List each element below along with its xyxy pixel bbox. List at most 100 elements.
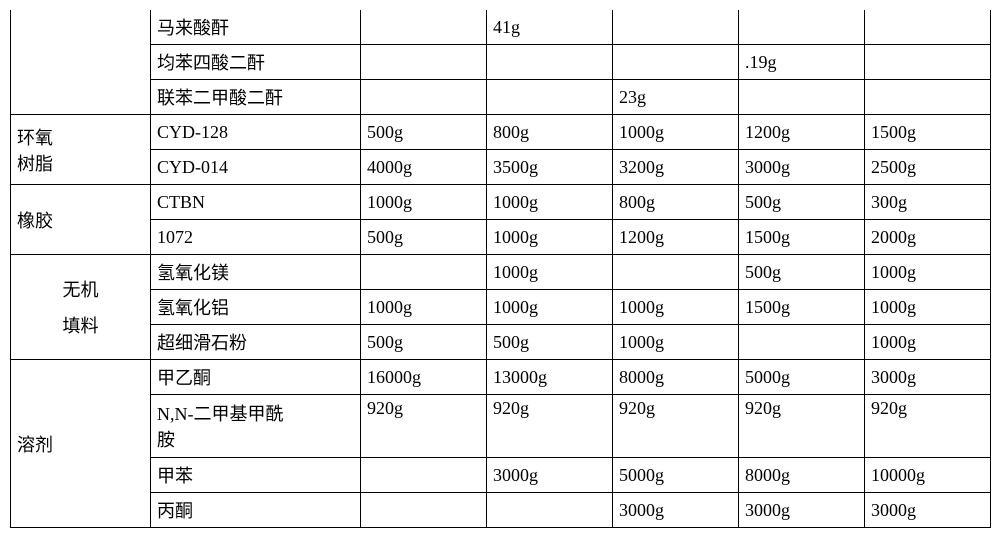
table-row: 1072 500g 1000g 1200g 1500g 2000g [11, 220, 991, 255]
value-cell: 500g [361, 115, 487, 150]
value-cell [361, 80, 487, 115]
value-cell: 3200g [613, 150, 739, 185]
material-name: 甲苯 [151, 458, 361, 493]
material-name: CYD-014 [151, 150, 361, 185]
value-cell: 500g [487, 325, 613, 360]
value-cell [361, 255, 487, 290]
value-cell: 1500g [739, 220, 865, 255]
value-cell: 500g [739, 255, 865, 290]
category-cell [11, 10, 151, 45]
table-row: 均苯四酸二酐 .19g [11, 45, 991, 80]
category-filler: 无机 填料 [11, 255, 151, 360]
value-cell [613, 255, 739, 290]
material-name: 甲乙酮 [151, 360, 361, 395]
value-cell [361, 10, 487, 45]
value-cell: 1000g [865, 290, 991, 325]
value-cell: 1000g [487, 255, 613, 290]
material-name: 1072 [151, 220, 361, 255]
value-cell: 16000g [361, 360, 487, 395]
value-cell: 2000g [865, 220, 991, 255]
filler-label-1: 无机 [17, 276, 144, 302]
value-cell [613, 10, 739, 45]
value-cell: 1200g [613, 220, 739, 255]
value-cell: 500g [361, 325, 487, 360]
category-rubber: 橡胶 [11, 185, 151, 255]
value-cell: 3000g [487, 458, 613, 493]
value-cell: 3500g [487, 150, 613, 185]
value-cell: 920g [865, 395, 991, 458]
value-cell: 8000g [739, 458, 865, 493]
material-name: CYD-128 [151, 115, 361, 150]
value-cell: 1200g [739, 115, 865, 150]
value-cell: 1000g [865, 325, 991, 360]
value-cell: 41g [487, 10, 613, 45]
material-name: 联苯二甲酸二酐 [151, 80, 361, 115]
value-cell: 800g [613, 185, 739, 220]
material-name: 丙酮 [151, 493, 361, 528]
value-cell: 3000g [739, 493, 865, 528]
value-cell [613, 45, 739, 80]
materials-table: 马来酸酐 41g 均苯四酸二酐 .19g 联苯二甲酸二酐 23g [10, 10, 991, 528]
table-row: 环氧 树脂 CYD-128 500g 800g 1000g 1200g 1500… [11, 115, 991, 150]
value-cell: 10000g [865, 458, 991, 493]
filler-label-2: 填料 [17, 312, 144, 338]
material-name: CTBN [151, 185, 361, 220]
table-row: 超细滑石粉 500g 500g 1000g 1000g [11, 325, 991, 360]
material-name: 马来酸酐 [151, 10, 361, 45]
material-name: 均苯四酸二酐 [151, 45, 361, 80]
value-cell: 1000g [487, 290, 613, 325]
value-cell [487, 80, 613, 115]
value-cell: 500g [739, 185, 865, 220]
value-cell: 1000g [361, 290, 487, 325]
table-row: 溶剂 甲乙酮 16000g 13000g 8000g 5000g 3000g [11, 360, 991, 395]
value-cell: 300g [865, 185, 991, 220]
table-row: 橡胶 CTBN 1000g 1000g 800g 500g 300g [11, 185, 991, 220]
value-cell: 3000g [865, 493, 991, 528]
value-cell [487, 45, 613, 80]
value-cell [865, 80, 991, 115]
value-cell: 1500g [739, 290, 865, 325]
value-cell: 1000g [865, 255, 991, 290]
value-cell [865, 10, 991, 45]
category-cell [11, 45, 151, 80]
material-name: N,N-二甲基甲酰 胺 [151, 395, 361, 458]
value-cell: 5000g [613, 458, 739, 493]
value-cell: 1000g [613, 115, 739, 150]
value-cell: 1000g [487, 220, 613, 255]
value-cell [739, 10, 865, 45]
category-solvent: 溶剂 [11, 360, 151, 528]
value-cell [739, 325, 865, 360]
value-cell: 2500g [865, 150, 991, 185]
table-row: 马来酸酐 41g [11, 10, 991, 45]
value-cell: 8000g [613, 360, 739, 395]
table-row: N,N-二甲基甲酰 胺 920g 920g 920g 920g 920g [11, 395, 991, 458]
value-cell: 4000g [361, 150, 487, 185]
value-cell: 3000g [613, 493, 739, 528]
material-name: 氢氧化镁 [151, 255, 361, 290]
table-row: 无机 填料 氢氧化镁 1000g 500g 1000g [11, 255, 991, 290]
category-epoxy: 环氧 树脂 [11, 115, 151, 185]
value-cell: 13000g [487, 360, 613, 395]
material-name: 氢氧化铝 [151, 290, 361, 325]
value-cell [487, 493, 613, 528]
value-cell: 1500g [865, 115, 991, 150]
value-cell: 920g [487, 395, 613, 458]
value-cell: 920g [361, 395, 487, 458]
value-cell: 1000g [361, 185, 487, 220]
value-cell: 23g [613, 80, 739, 115]
value-cell: 3000g [739, 150, 865, 185]
value-cell: 1000g [613, 290, 739, 325]
value-cell: 3000g [865, 360, 991, 395]
value-cell: .19g [739, 45, 865, 80]
value-cell: 1000g [487, 185, 613, 220]
table-row: 联苯二甲酸二酐 23g [11, 80, 991, 115]
value-cell: 5000g [739, 360, 865, 395]
value-cell: 800g [487, 115, 613, 150]
value-cell [361, 45, 487, 80]
value-cell: 500g [361, 220, 487, 255]
category-cell [11, 80, 151, 115]
material-name: 超细滑石粉 [151, 325, 361, 360]
value-cell: 920g [613, 395, 739, 458]
value-cell: 920g [739, 395, 865, 458]
table-row: 甲苯 3000g 5000g 8000g 10000g [11, 458, 991, 493]
